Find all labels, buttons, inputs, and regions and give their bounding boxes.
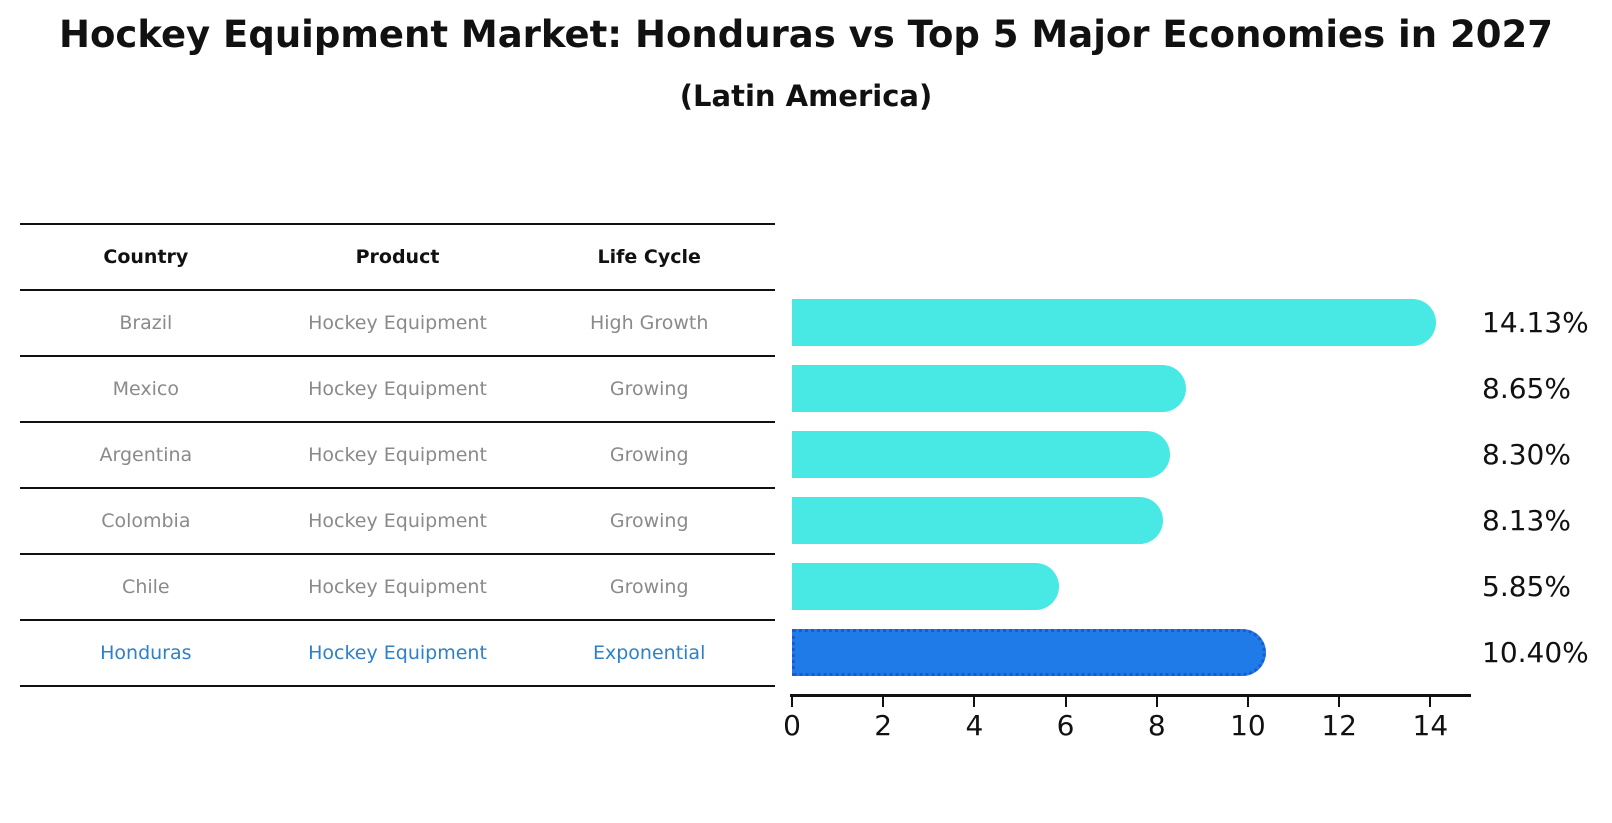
table-cell-product: Hockey Equipment — [308, 642, 487, 664]
bar-row — [792, 497, 1470, 544]
market-table: Country Product Life Cycle Brazil Hockey… — [20, 223, 775, 687]
bar-highlight-honduras — [792, 629, 1266, 676]
table-cell-life-cycle: Growing — [609, 510, 689, 532]
x-tick-label: 8 — [1147, 709, 1166, 742]
table-cell-product: Hockey Equipment — [308, 312, 487, 334]
bar-chart-plot — [792, 289, 1470, 694]
table-cell-product: Hockey Equipment — [308, 576, 487, 598]
bar-value-label: 8.30% — [1482, 438, 1571, 471]
table-cell-country: Chile — [122, 576, 170, 598]
table-cell-country: Honduras — [100, 642, 192, 664]
table-cell-life-cycle: High Growth — [589, 312, 709, 334]
table-cell-product: Hockey Equipment — [308, 510, 487, 532]
x-axis-line — [790, 694, 1471, 697]
bar-value-label: 10.40% — [1482, 636, 1589, 669]
header-cell-life-cycle: Life Cycle — [597, 246, 701, 268]
chart-subtitle: (Latin America) — [679, 79, 933, 113]
x-tick-label: 0 — [783, 709, 801, 742]
table-cell-life-cycle: Growing — [609, 378, 689, 400]
table-cell-country: Argentina — [99, 444, 193, 466]
bar-colombia — [792, 497, 1163, 544]
x-tick-mark — [1338, 696, 1341, 707]
table-row: Honduras Hockey Equipment Exponential — [20, 621, 775, 687]
bar-value-label: 14.13% — [1482, 306, 1589, 339]
table-cell-product: Hockey Equipment — [308, 378, 487, 400]
x-tick-label: 10 — [1230, 709, 1266, 742]
header-cell-product: Product — [355, 246, 440, 268]
x-tick-mark — [973, 696, 976, 707]
table-header-row: Country Product Life Cycle — [20, 225, 775, 291]
table-cell-product: Hockey Equipment — [308, 444, 487, 466]
table-row: Argentina Hockey Equipment Growing — [20, 423, 775, 489]
x-tick-label: 2 — [874, 709, 893, 742]
bar-row — [792, 629, 1470, 676]
bar-value-label: 8.65% — [1482, 372, 1571, 405]
bar-value-label: 5.85% — [1482, 570, 1571, 603]
table-cell-life-cycle: Growing — [609, 444, 689, 466]
bar-row — [792, 563, 1470, 610]
x-tick-label: 4 — [965, 709, 984, 742]
table-body: Brazil Hockey Equipment High Growth Mexi… — [20, 291, 775, 687]
table-row: Brazil Hockey Equipment High Growth — [20, 291, 775, 357]
bar-argentina — [792, 431, 1170, 478]
table-cell-country: Mexico — [112, 378, 179, 400]
bar-brazil — [792, 299, 1436, 346]
x-tick-mark — [1155, 696, 1158, 707]
header-cell-country: Country — [103, 246, 189, 268]
table-cell-country: Brazil — [119, 312, 173, 334]
x-tick-label: 6 — [1056, 709, 1075, 742]
bar-chile — [792, 563, 1059, 610]
bar-mexico — [792, 365, 1186, 412]
x-tick-label: 12 — [1321, 709, 1357, 742]
bar-row — [792, 431, 1470, 478]
table-cell-country: Colombia — [101, 510, 191, 532]
table-row: Colombia Hockey Equipment Growing — [20, 489, 775, 555]
bar-row — [792, 299, 1470, 346]
table-row: Chile Hockey Equipment Growing — [20, 555, 775, 621]
table-row: Mexico Hockey Equipment Growing — [20, 357, 775, 423]
bar-value-label: 8.13% — [1482, 504, 1571, 537]
bar-row — [792, 365, 1470, 412]
x-tick-mark — [882, 696, 885, 707]
x-tick-label: 14 — [1412, 709, 1449, 742]
x-tick-mark — [1246, 696, 1249, 707]
table-cell-life-cycle: Exponential — [593, 642, 706, 664]
x-tick-mark — [1064, 696, 1067, 707]
table-cell-life-cycle: Growing — [609, 576, 689, 598]
chart-title: Hockey Equipment Market: Honduras vs Top… — [59, 13, 1553, 56]
x-tick-mark — [1429, 696, 1432, 707]
x-tick-mark — [791, 696, 793, 707]
